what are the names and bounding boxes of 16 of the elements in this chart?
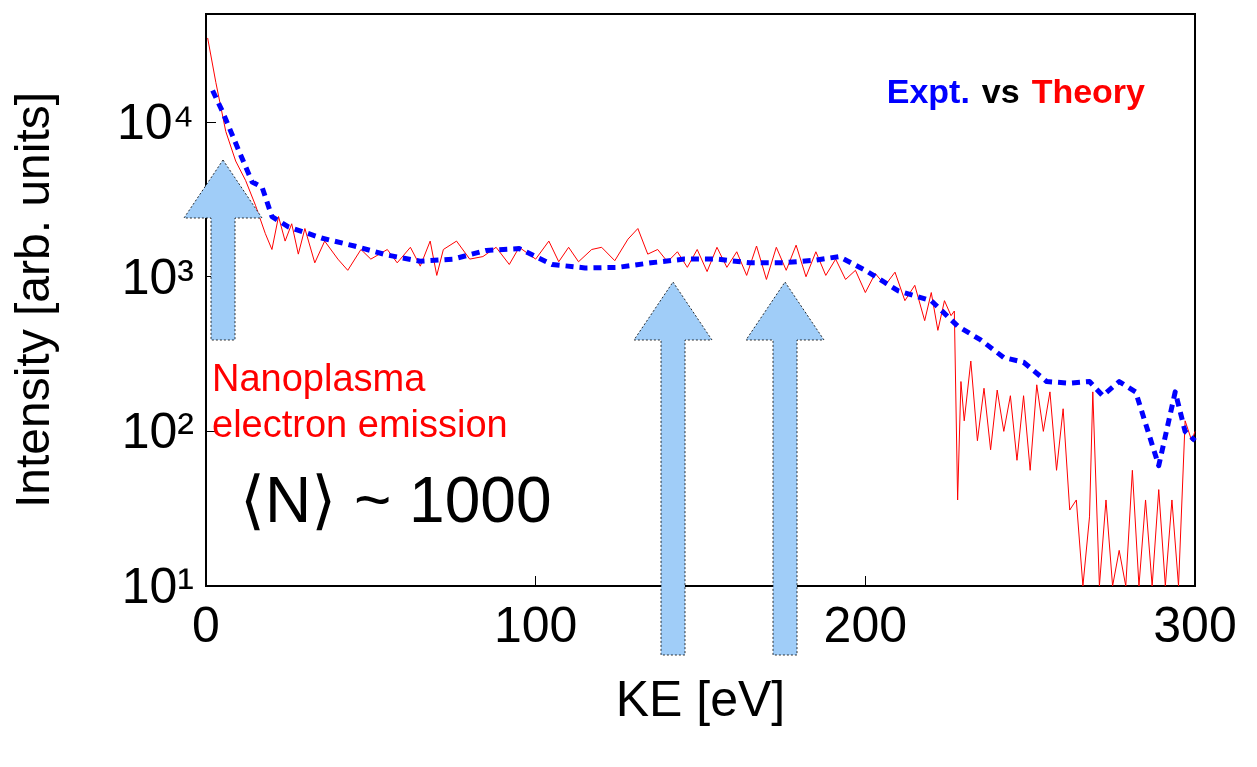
- text: Theory: [1031, 72, 1146, 110]
- y-axis-title: Intensity [arb. units]: [5, 91, 59, 509]
- y-tick-label: 10²: [121, 403, 194, 460]
- x-tick-label: 0: [192, 597, 220, 653]
- annotation: ⟨N⟩ ~ 1000: [240, 464, 552, 536]
- y-tick-label: 10³: [121, 248, 194, 305]
- annotation: Nanoplasma electron emission: [212, 357, 508, 445]
- y-tick-label: 10¹: [121, 558, 194, 614]
- text: Expt.: [886, 72, 970, 110]
- annotation: vs: [981, 72, 1020, 110]
- x-axis-title: KE [eV]: [615, 671, 786, 727]
- y-tick-label: 10⁴: [116, 94, 194, 151]
- line-series: [207, 37, 1196, 587]
- x-tick-label: 200: [823, 597, 908, 653]
- x-tick-label: 100: [493, 597, 578, 653]
- x-tick-label: 300: [1153, 597, 1237, 653]
